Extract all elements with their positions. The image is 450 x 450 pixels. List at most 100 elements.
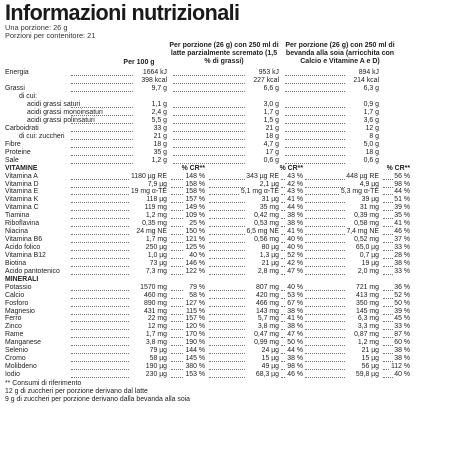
value-soy: 12 g bbox=[364, 124, 379, 133]
table-row: Vitamina K 118 µg 157 % 31 µg 41 % 39 µg 51 % bbox=[5, 196, 415, 205]
table-row: Sale 1,2 g 0,6 g 0,6 g bbox=[5, 156, 415, 165]
dotted-leader bbox=[281, 226, 289, 228]
cr-milk: 46 % bbox=[286, 371, 303, 379]
table-row: acidi grassi polinsaturi 5,5 g 1,5 g 3,6 g bbox=[5, 117, 415, 125]
value-milk: 6,6 g bbox=[262, 85, 279, 94]
value-milk: 1,5 g bbox=[262, 117, 279, 125]
value-per100: 250 µg bbox=[144, 244, 167, 252]
table-row: Acido folico 250 µg 125 % 80 µg 40 % 65,0 µg 3… bbox=[5, 244, 415, 252]
value-milk: 31 µg bbox=[260, 196, 279, 205]
row-label: Riboflavina bbox=[5, 220, 40, 228]
dotted-leader bbox=[305, 337, 345, 339]
dotted-leader bbox=[281, 345, 289, 347]
dotted-leader bbox=[171, 242, 183, 244]
dotted-leader bbox=[383, 186, 395, 188]
table-row: acidi grassi saturi 1,1 g 3,0 g 0,9 g bbox=[5, 101, 415, 110]
value-per100: 24 mg NE bbox=[135, 228, 167, 237]
cr-soy: 28 % bbox=[393, 251, 410, 260]
footnote: ** Consumi di riferimento bbox=[5, 379, 82, 387]
value-per100: 21 g bbox=[152, 132, 167, 141]
value-soy: 448 µg RE bbox=[345, 172, 379, 181]
dotted-leader bbox=[173, 162, 245, 164]
dotted-leader bbox=[305, 353, 345, 355]
header-soy: Per porzione (26 g) con 250 ml di bevand… bbox=[285, 42, 395, 65]
dotted-leader bbox=[281, 297, 289, 299]
dotted-leader bbox=[281, 186, 289, 188]
value-soy: 0,7 µg bbox=[358, 251, 379, 260]
value-per100: 33 g bbox=[152, 124, 167, 133]
dotted-leader bbox=[305, 321, 345, 323]
value-soy: 0,6 g bbox=[362, 156, 379, 165]
dotted-leader bbox=[71, 345, 129, 347]
dotted-leader bbox=[71, 265, 129, 267]
dotted-leader bbox=[383, 202, 395, 204]
value-milk: 953 kJ bbox=[257, 69, 279, 78]
dotted-leader bbox=[171, 345, 183, 347]
dotted-leader bbox=[209, 369, 245, 371]
cr-soy: 52 % bbox=[393, 291, 410, 300]
dotted-leader bbox=[173, 75, 245, 77]
dotted-leader bbox=[285, 91, 345, 93]
cr-per100: 127 % bbox=[184, 299, 205, 308]
row-label: Zinco bbox=[5, 323, 22, 331]
row-label: Potassio bbox=[5, 283, 32, 291]
cr-header-milk: % CR** bbox=[278, 164, 303, 173]
footnote: 9 g di zuccheri per porzione derivano da… bbox=[5, 395, 191, 403]
value-soy: 3,3 mg bbox=[356, 323, 379, 332]
table-row: Acido pantotenico 7,3 mg 122 % 2,8 mg 47 % 2,… bbox=[5, 267, 415, 276]
cr-soy: 39 % bbox=[393, 307, 410, 316]
dotted-leader bbox=[173, 107, 245, 109]
dotted-leader bbox=[305, 178, 345, 180]
cr-header-soy: % CR** bbox=[385, 164, 410, 173]
dotted-leader bbox=[209, 361, 245, 363]
dotted-leader bbox=[71, 138, 133, 140]
value-milk: 21 g bbox=[264, 124, 279, 133]
dotted-leader bbox=[209, 313, 245, 315]
value-per100: 19 mg α-TE bbox=[129, 188, 167, 197]
cr-per100: 121 % bbox=[184, 236, 205, 245]
cr-milk: 42 % bbox=[286, 180, 303, 189]
table-row: Manganese 3,8 mg 190 % 0,99 mg 50 % 1,2 mg 60 … bbox=[5, 339, 415, 348]
row-label: Molibdeno bbox=[5, 363, 37, 371]
value-milk: 49 µg bbox=[260, 363, 279, 372]
dotted-leader bbox=[209, 210, 245, 212]
value-per100: 1180 µg RE bbox=[129, 172, 167, 181]
cr-per100: 157 % bbox=[184, 315, 205, 324]
cr-milk: 40 % bbox=[286, 283, 303, 292]
value-milk: 5,7 mg bbox=[256, 315, 279, 324]
value-per100: 1,2 g bbox=[150, 156, 167, 165]
dotted-leader bbox=[383, 250, 395, 252]
dotted-leader bbox=[285, 75, 345, 77]
value-per100: 7,3 mg bbox=[144, 267, 167, 276]
dotted-leader bbox=[281, 273, 289, 275]
value-soy: 18 g bbox=[364, 148, 379, 157]
section-header: MINERALI bbox=[5, 276, 415, 284]
dotted-leader bbox=[71, 234, 129, 236]
dotted-leader bbox=[171, 194, 183, 196]
dotted-leader bbox=[71, 218, 129, 220]
dotted-leader bbox=[383, 329, 395, 331]
dotted-leader bbox=[281, 242, 289, 244]
table-row: Proteine 35 g 17 g 18 g bbox=[5, 148, 415, 157]
dotted-leader bbox=[305, 369, 345, 371]
dotted-leader bbox=[71, 369, 129, 371]
dotted-leader bbox=[383, 226, 395, 228]
value-milk: 21 µg bbox=[260, 259, 279, 268]
table-row: Ferro 22 mg 157 % 5,7 mg 41 % 6,3 mg 45 % bbox=[5, 315, 415, 324]
dotted-leader bbox=[71, 123, 133, 125]
dotted-leader bbox=[71, 250, 129, 252]
dotted-leader bbox=[285, 123, 345, 125]
value-milk: 807 mg bbox=[255, 283, 279, 292]
dotted-leader bbox=[71, 273, 129, 275]
dotted-leader bbox=[383, 313, 395, 315]
cr-soy: 33 % bbox=[393, 244, 410, 252]
cr-per100: 380 % bbox=[184, 363, 205, 372]
cr-soy: 56 % bbox=[393, 172, 410, 181]
dotted-leader bbox=[71, 353, 129, 355]
dotted-leader bbox=[281, 265, 289, 267]
cr-soy: 33 % bbox=[393, 323, 410, 332]
cr-milk: 43 % bbox=[286, 188, 303, 197]
value-soy: 5,3 mg α-TE bbox=[339, 188, 379, 197]
row-label: Sale bbox=[5, 156, 19, 164]
value-soy: 7,4 mg NE bbox=[345, 228, 379, 237]
